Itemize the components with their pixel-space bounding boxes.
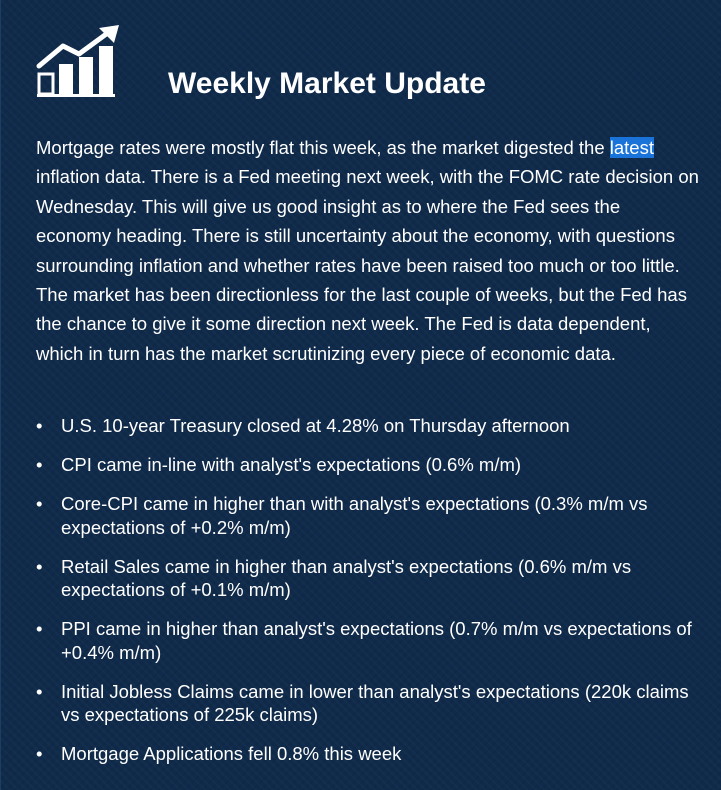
page-title: Weekly Market Update [168, 67, 486, 100]
bar-chart-trend-up-icon [36, 25, 119, 97]
header: Weekly Market Update [1, 0, 721, 130]
list-item: PPI came in higher than analyst's expect… [36, 617, 700, 664]
list-item: U.S. 10-year Treasury closed at 4.28% on… [36, 414, 700, 438]
highlighted-word: latest [609, 137, 654, 158]
list-item: Initial Jobless Claims came in lower tha… [36, 680, 700, 727]
list-item: Retail Sales came in higher than analyst… [36, 555, 700, 602]
list-item: CPI came in-line with analyst's expectat… [36, 453, 700, 477]
market-bullet-list: U.S. 10-year Treasury closed at 4.28% on… [36, 414, 700, 781]
intro-text-rest: inflation data. There is a Fed meeting n… [36, 166, 699, 364]
intro-text-start: Mortgage rates were mostly flat this wee… [36, 137, 610, 158]
list-item: Core-CPI came in higher than with analys… [36, 492, 700, 539]
list-item: Mortgage Applications fell 0.8% this wee… [36, 742, 700, 766]
intro-paragraph: Mortgage rates were mostly flat this wee… [36, 133, 700, 368]
